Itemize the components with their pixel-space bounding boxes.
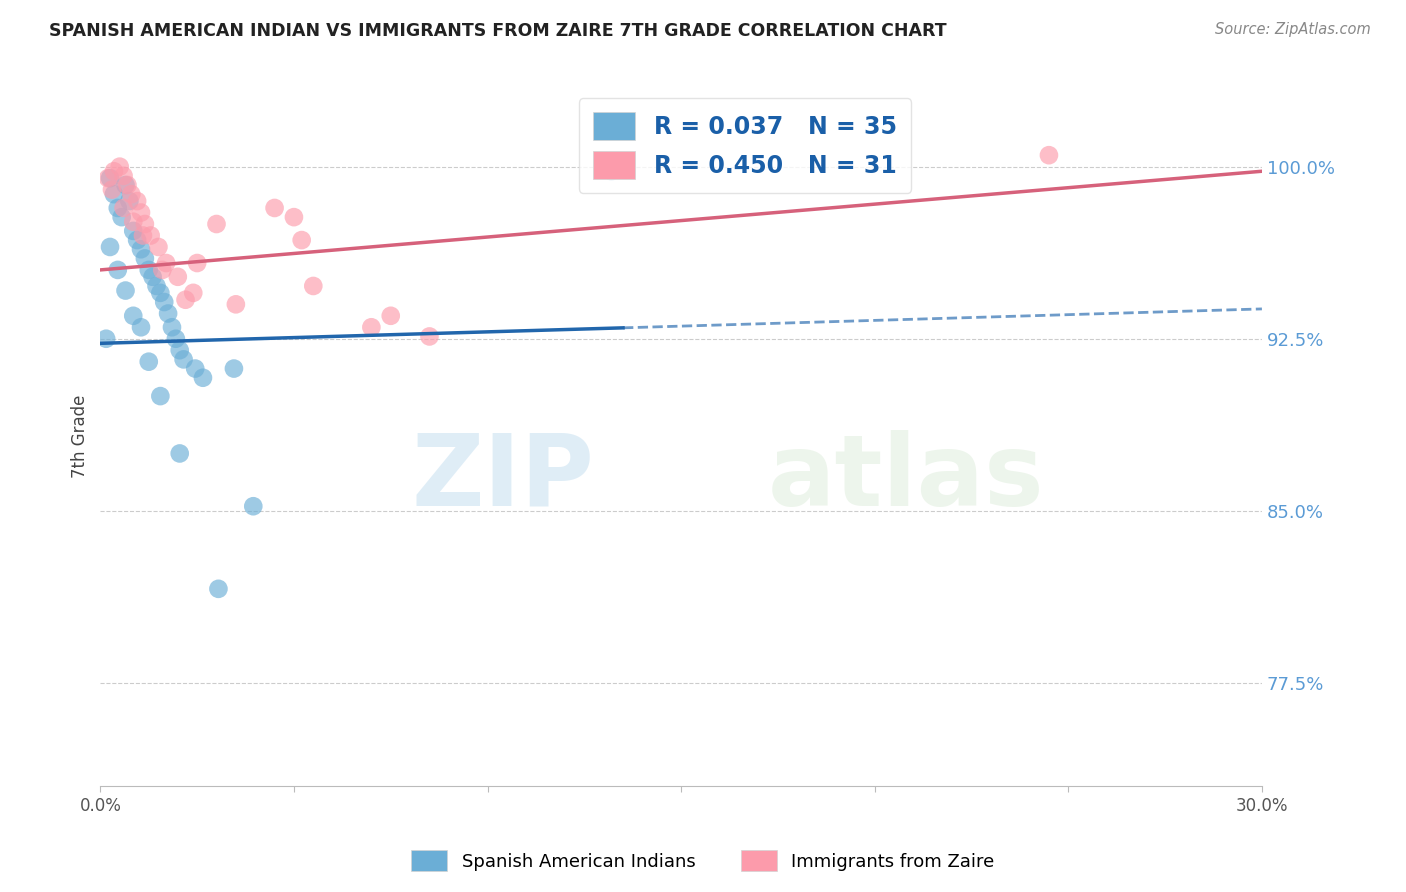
Point xyxy=(139,228,162,243)
Point xyxy=(380,309,402,323)
Point xyxy=(1038,148,1060,162)
Point xyxy=(122,224,145,238)
Point xyxy=(222,361,245,376)
Text: SPANISH AMERICAN INDIAN VS IMMIGRANTS FROM ZAIRE 7TH GRADE CORRELATION CHART: SPANISH AMERICAN INDIAN VS IMMIGRANTS FR… xyxy=(49,22,946,40)
Point xyxy=(118,194,141,208)
Point xyxy=(114,284,136,298)
Point xyxy=(149,389,172,403)
Legend: R = 0.037   N = 35, R = 0.450   N = 31: R = 0.037 N = 35, R = 0.450 N = 31 xyxy=(579,98,911,193)
Point xyxy=(112,201,135,215)
Point xyxy=(97,171,120,186)
Text: ZIP: ZIP xyxy=(411,430,593,527)
Point xyxy=(145,279,167,293)
Text: atlas: atlas xyxy=(768,430,1045,527)
Point xyxy=(242,500,264,514)
Point xyxy=(186,256,208,270)
Point xyxy=(107,263,129,277)
Point xyxy=(173,352,195,367)
Point xyxy=(142,269,165,284)
Point xyxy=(149,285,172,300)
Point xyxy=(283,210,305,224)
Point xyxy=(302,279,325,293)
Point xyxy=(160,320,183,334)
Point xyxy=(207,582,229,596)
Point xyxy=(103,164,125,178)
Point xyxy=(225,297,247,311)
Point xyxy=(165,332,187,346)
Point xyxy=(129,205,152,219)
Point xyxy=(174,293,197,307)
Point xyxy=(600,164,623,178)
Point xyxy=(132,228,155,243)
Point xyxy=(418,329,440,343)
Point xyxy=(103,187,125,202)
Point xyxy=(107,201,129,215)
Point xyxy=(122,309,145,323)
Point xyxy=(150,263,173,277)
Point xyxy=(96,332,118,346)
Point xyxy=(360,320,382,334)
Point xyxy=(111,210,134,224)
Point xyxy=(122,215,145,229)
Point xyxy=(127,194,149,208)
Point xyxy=(112,169,135,183)
Point xyxy=(205,217,228,231)
Point xyxy=(127,233,149,247)
Point xyxy=(138,354,160,368)
Point xyxy=(184,361,207,376)
Point xyxy=(98,240,121,254)
Point xyxy=(129,242,152,256)
Point xyxy=(155,256,177,270)
Text: Source: ZipAtlas.com: Source: ZipAtlas.com xyxy=(1215,22,1371,37)
Point xyxy=(169,446,191,460)
Point xyxy=(138,263,160,277)
Point xyxy=(169,343,191,358)
Legend: Spanish American Indians, Immigrants from Zaire: Spanish American Indians, Immigrants fro… xyxy=(404,843,1002,879)
Point xyxy=(129,320,152,334)
Point xyxy=(263,201,285,215)
Point xyxy=(166,269,188,284)
Point xyxy=(134,252,156,266)
Y-axis label: 7th Grade: 7th Grade xyxy=(72,394,89,478)
Point xyxy=(191,370,214,384)
Point xyxy=(108,160,131,174)
Point xyxy=(291,233,314,247)
Point xyxy=(117,178,139,192)
Point xyxy=(101,183,124,197)
Point xyxy=(114,178,136,192)
Point xyxy=(148,240,170,254)
Point xyxy=(120,187,142,202)
Point xyxy=(157,306,180,320)
Point xyxy=(134,217,156,231)
Point xyxy=(153,295,176,310)
Point xyxy=(181,285,204,300)
Point xyxy=(98,171,121,186)
